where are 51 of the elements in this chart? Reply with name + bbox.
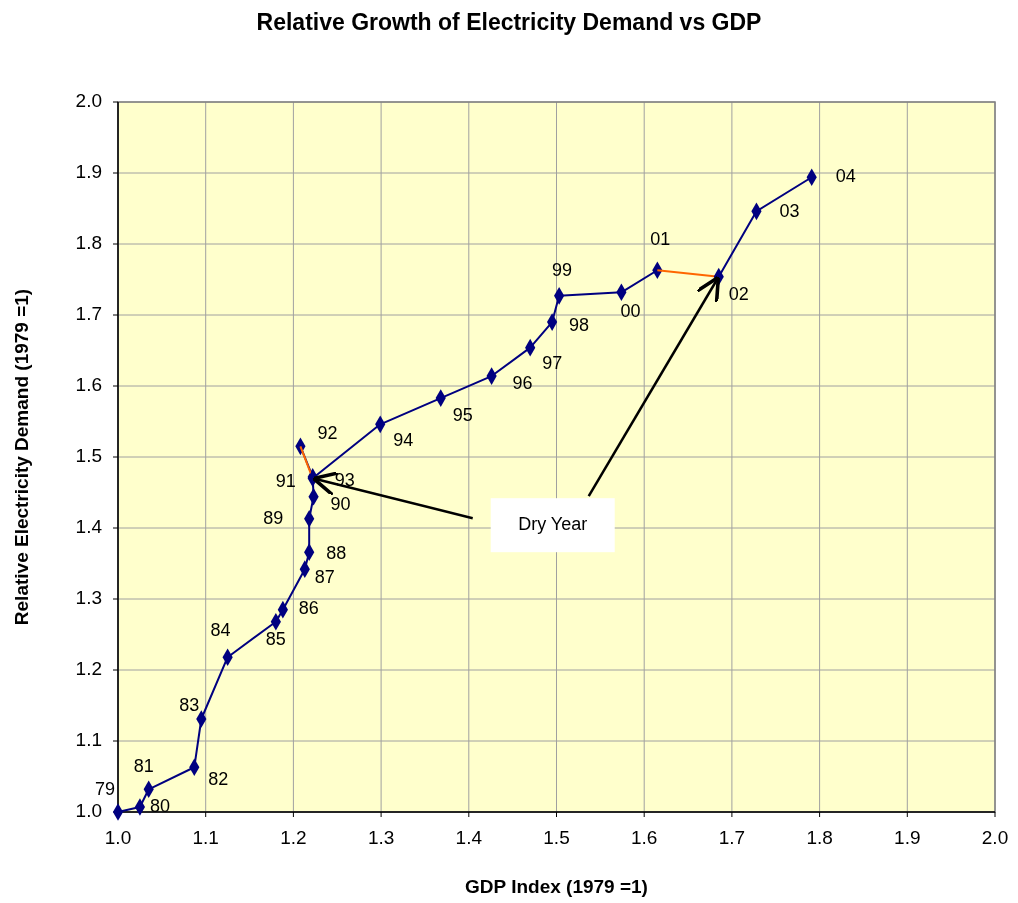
annotation: 91 — [275, 470, 296, 491]
x-tick-label: 2.0 — [981, 827, 1009, 848]
y-tick-label: 1.7 — [75, 303, 102, 325]
x-tick-label: 1.2 — [280, 827, 307, 848]
annotation: 86 — [298, 598, 319, 619]
annotation: 98 — [569, 314, 590, 335]
x-tick-label: 1.1 — [192, 827, 219, 848]
y-tick-label: 1.9 — [75, 161, 102, 183]
chart-title: Relative Growth of Electricity Demand vs GDP — [256, 9, 762, 35]
x-tick-label: 1.3 — [367, 827, 395, 848]
x-tick-label: 1.5 — [543, 827, 570, 848]
annotation: 97 — [542, 353, 563, 374]
y-axis-title: Relative Electricity Demand (1979 =1) — [11, 288, 32, 626]
annotation: 02 — [728, 284, 749, 305]
annotation: 83 — [179, 694, 200, 715]
annotation: 95 — [452, 404, 473, 425]
annotation: 04 — [835, 166, 856, 187]
annotation: 01 — [650, 229, 671, 250]
annotation: 87 — [314, 566, 335, 587]
y-tick-label: 1.4 — [75, 516, 103, 538]
x-tick-label: 1.9 — [894, 827, 921, 848]
annotation: 85 — [265, 629, 286, 650]
y-tick-label: 2.0 — [75, 90, 102, 112]
annotation: 81 — [133, 756, 154, 777]
annotation: 88 — [326, 542, 347, 563]
y-tick-label: 1.8 — [75, 232, 102, 254]
annotation: 96 — [512, 372, 533, 393]
y-tick-label: 1.1 — [75, 729, 102, 751]
annotation: 84 — [210, 619, 231, 640]
annotation: 82 — [208, 769, 229, 790]
y-tick-label: 1.3 — [75, 587, 102, 609]
x-axis-title: GDP Index (1979 =1) — [465, 876, 648, 897]
annotation: 79 — [94, 778, 116, 799]
annotation: 00 — [620, 301, 641, 322]
x-tick-label: 1.7 — [718, 827, 746, 848]
y-tick-label: 1.0 — [75, 800, 102, 822]
annotation: 92 — [317, 423, 338, 444]
x-tick-label: 1.4 — [455, 827, 483, 848]
annotation: 90 — [330, 493, 351, 514]
annotation: 89 — [263, 507, 284, 528]
annotation: 03 — [779, 201, 800, 222]
y-tick-label: 1.6 — [75, 374, 102, 396]
annotation: 80 — [149, 795, 170, 816]
y-tick-label: 1.2 — [75, 658, 102, 680]
x-tick-label: 1.8 — [806, 827, 833, 848]
annotation: 94 — [393, 430, 414, 451]
annotation: Dry Year — [518, 513, 588, 534]
y-tick-label: 1.5 — [75, 445, 102, 467]
x-tick-label: 1.6 — [630, 827, 658, 848]
x-tick-label: 1.0 — [104, 827, 132, 848]
annotation: 99 — [552, 259, 573, 280]
